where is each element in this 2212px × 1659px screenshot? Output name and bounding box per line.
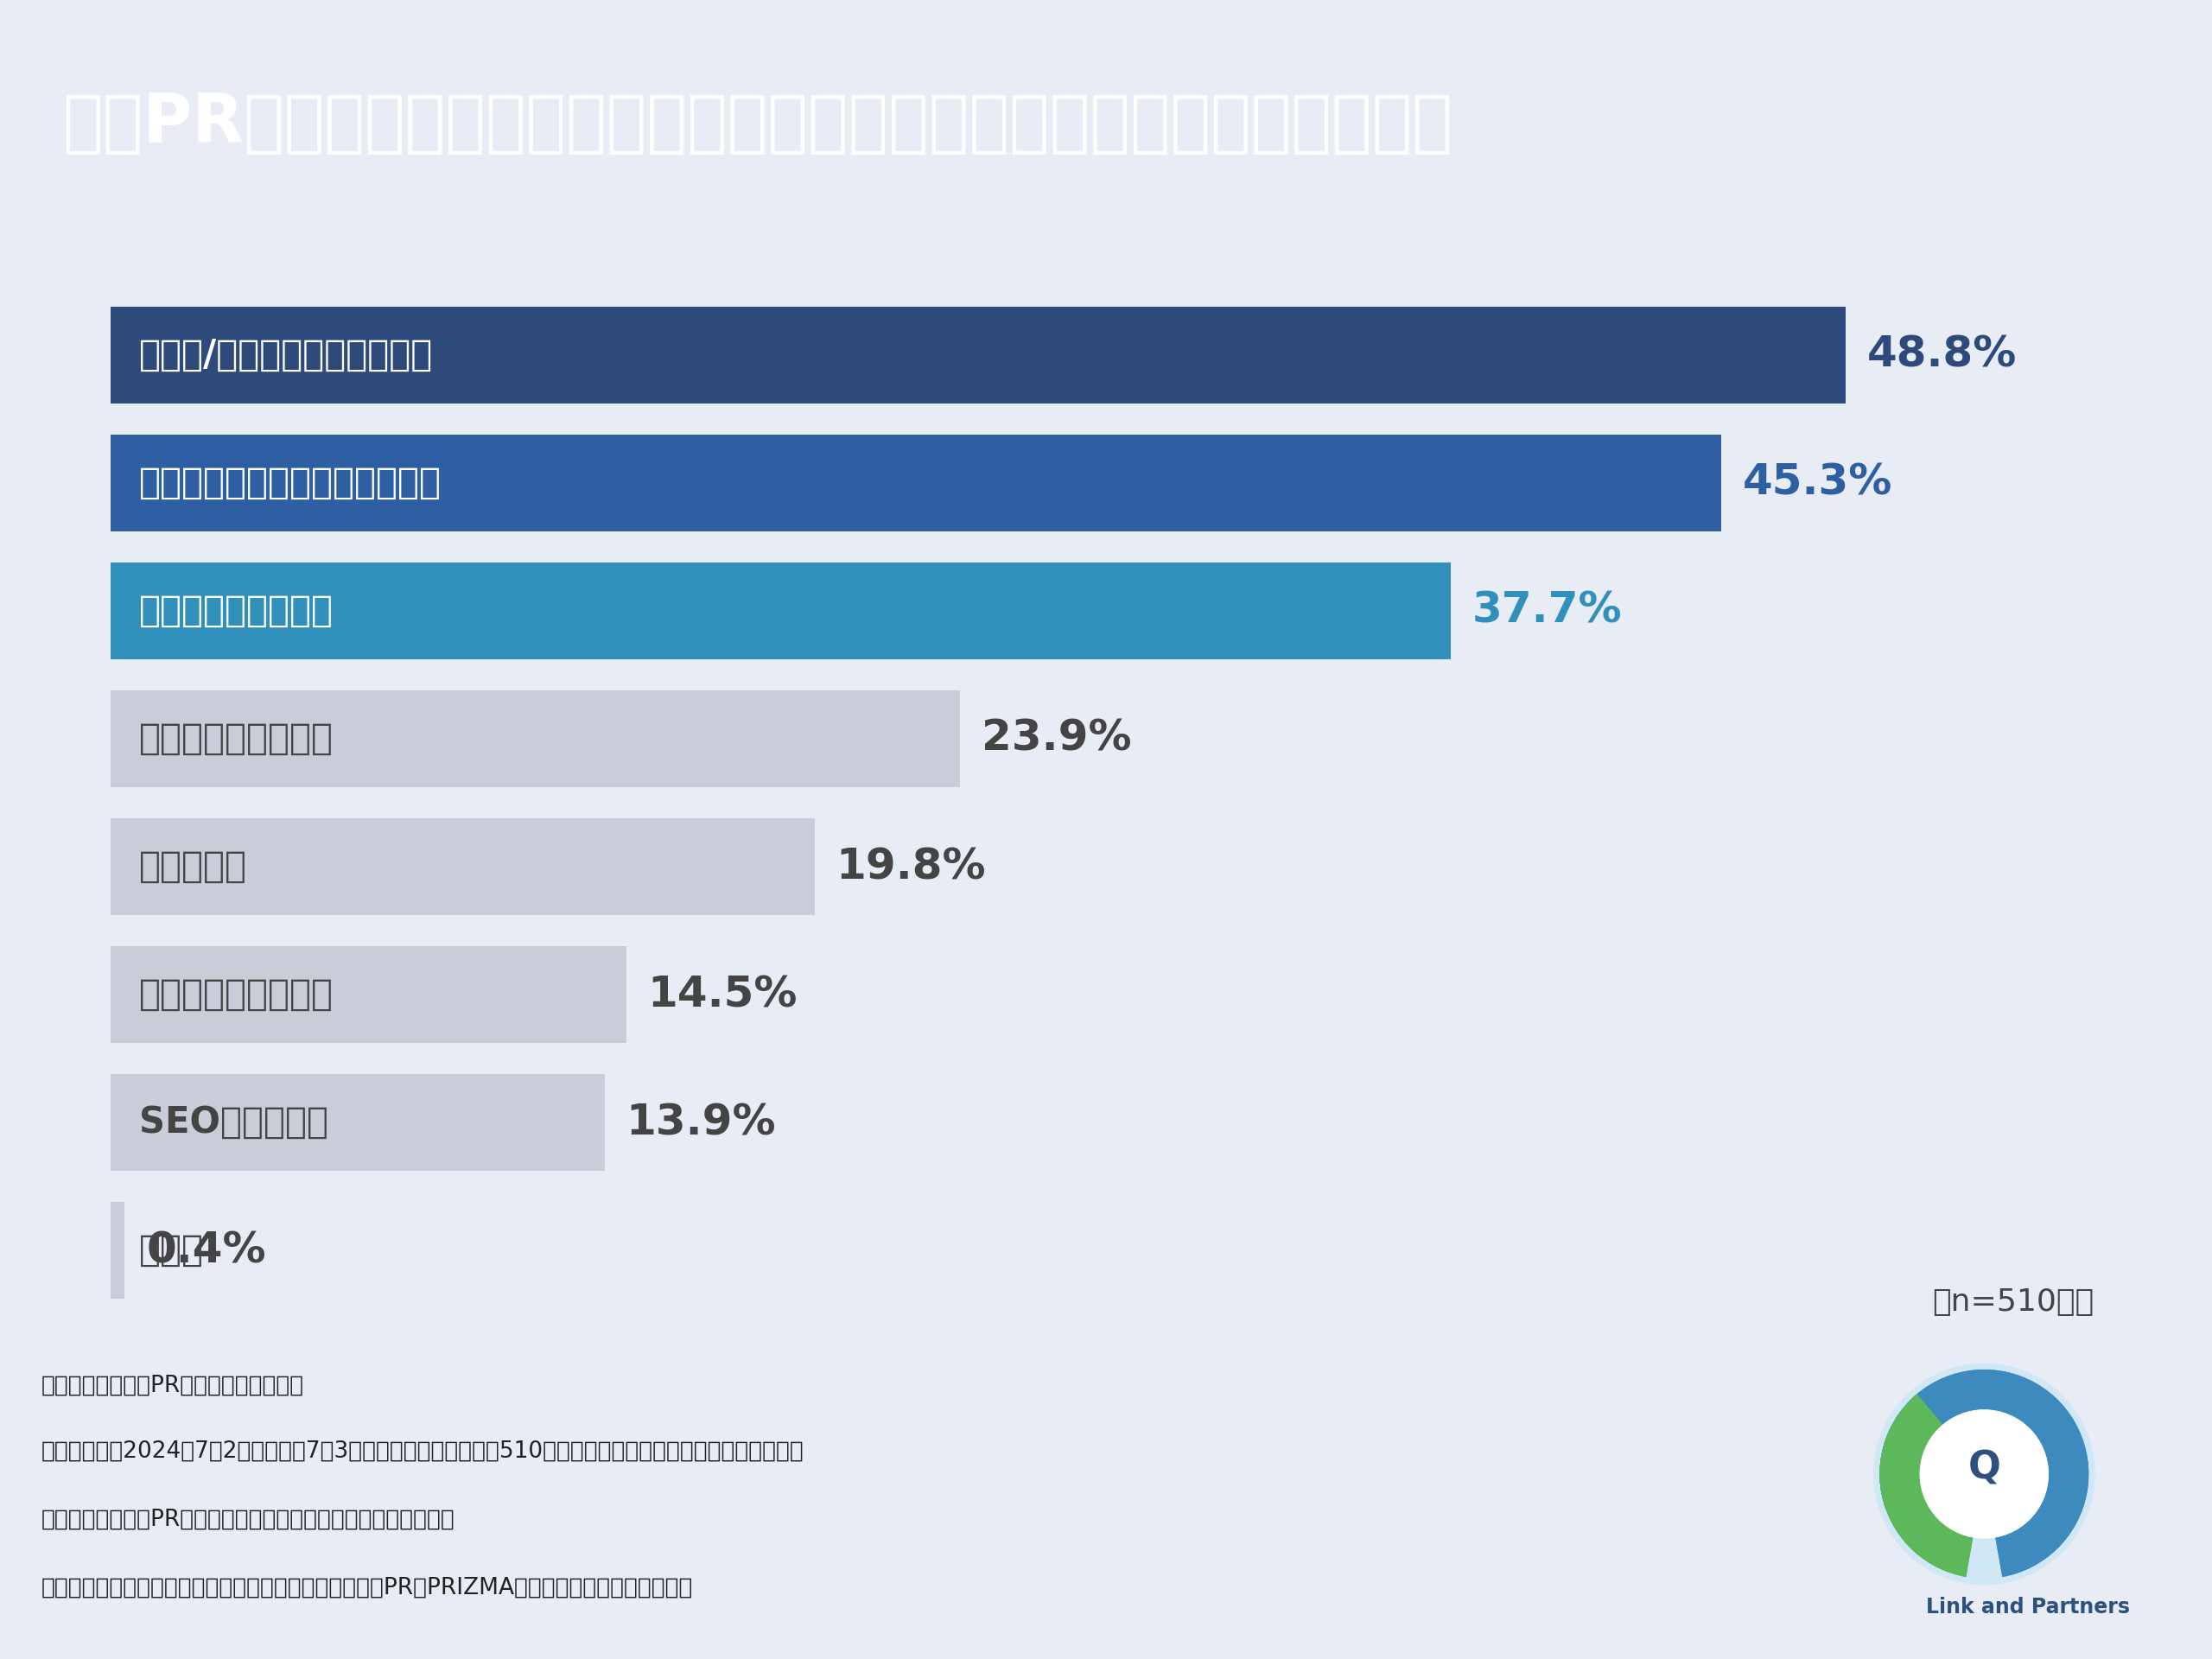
Text: Link and Partners: Link and Partners: [1927, 1598, 2130, 1618]
Wedge shape: [1880, 1370, 2088, 1578]
Text: 調査PRを実施しようと思った理由・目的を教えてください（複数回答可）: 調査PRを実施しようと思った理由・目的を教えてください（複数回答可）: [62, 90, 1451, 156]
Circle shape: [1874, 1364, 2095, 1584]
Text: SEO効果の向上: SEO効果の向上: [139, 1105, 327, 1141]
Text: 市場トレンドの把握: 市場トレンドの把握: [139, 592, 334, 629]
Text: 23.9%: 23.9%: [982, 718, 1133, 760]
Text: ・調査対象：調査PRを実施したことがあるマーケティング担当者: ・調査対象：調査PRを実施したことがあるマーケティング担当者: [42, 1508, 456, 1531]
Bar: [111, 1073, 604, 1171]
Text: 37.7%: 37.7%: [1473, 591, 1621, 632]
Text: 新商品/サービスの認知度向上: 新商品/サービスの認知度向上: [139, 337, 434, 373]
Text: 48.8%: 48.8%: [1867, 333, 2017, 375]
Text: ブランディング・認知度の向上: ブランディング・認知度の向上: [139, 465, 442, 501]
Bar: [111, 1201, 124, 1299]
Bar: [111, 562, 1451, 659]
Text: メディア露出の増加: メディア露出の増加: [139, 720, 334, 757]
Text: その他: その他: [139, 1233, 204, 1269]
Bar: [111, 690, 960, 788]
Text: 14.5%: 14.5%: [648, 974, 796, 1015]
Bar: [111, 946, 626, 1044]
Text: 19.8%: 19.8%: [836, 846, 987, 888]
Text: （n=510人）: （n=510人）: [1933, 1287, 2095, 1317]
Text: Q: Q: [1969, 1450, 2000, 1486]
Text: 競合他社との差別化: 競合他社との差別化: [139, 977, 334, 1012]
Wedge shape: [1880, 1394, 1975, 1578]
Text: リード獲得: リード獲得: [139, 848, 248, 884]
Circle shape: [1920, 1410, 2048, 1538]
Bar: [111, 435, 1721, 531]
Text: 《調査概要：調査PRに関するアンケート: 《調査概要：調査PRに関するアンケート: [42, 1374, 305, 1397]
Text: 45.3%: 45.3%: [1743, 463, 1891, 504]
Text: 0.4%: 0.4%: [146, 1229, 265, 1271]
Text: 13.9%: 13.9%: [626, 1102, 776, 1143]
Bar: [111, 307, 1845, 403]
Text: ・調査方法：リンクアンドパートナーズが提供する調査PR「PRIZMA」によるインターネット調査: ・調査方法：リンクアンドパートナーズが提供する調査PR「PRIZMA」によるイン…: [42, 1576, 692, 1599]
Text: ・調査期間：2024年7月2日（火）～7月3日（水）　・調査人数：510人　・モニター提供元：ゼネラルリサーチ: ・調査期間：2024年7月2日（火）～7月3日（水） ・調査人数：510人 ・モ…: [42, 1440, 805, 1462]
Bar: [111, 818, 814, 916]
